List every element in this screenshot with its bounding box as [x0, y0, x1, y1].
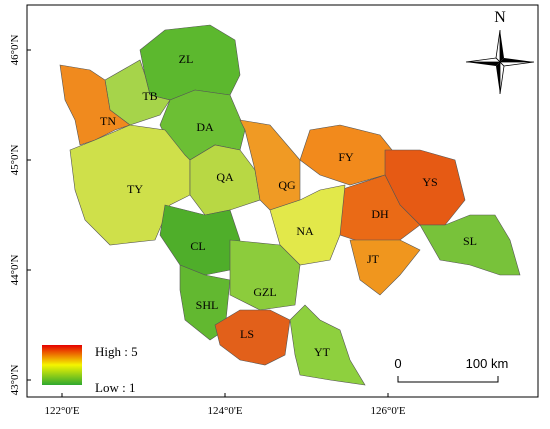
latitude-label: 44°0'N: [9, 255, 21, 286]
region-label: ZL: [179, 52, 194, 66]
scale-start: 0: [394, 356, 401, 371]
arrow-part: [500, 30, 504, 62]
longitude-label: 122°0'E: [44, 405, 79, 417]
longitude-label: 124°0'E: [207, 405, 242, 417]
region: [349, 239, 421, 296]
region: [419, 214, 521, 276]
region-label: TN: [100, 114, 116, 128]
region-label: LS: [240, 327, 254, 341]
region-label: TB: [142, 89, 157, 103]
latitude-label: 46°0'N: [9, 35, 21, 66]
longitude-label: 126°0'E: [370, 405, 405, 417]
north-arrow: N: [465, 9, 535, 95]
latitude-label: 45°0'N: [9, 145, 21, 176]
region-label: DA: [196, 120, 214, 134]
region-label: DH: [371, 207, 389, 221]
region-label: SL: [463, 234, 477, 248]
latitude-labels: 46°0'N 45°0'N 44°0'N 43°0'N: [9, 35, 31, 396]
region-label: QA: [216, 170, 234, 184]
legend: High : 5 Low : 1: [42, 344, 138, 395]
region-label: FY: [338, 150, 354, 164]
arrow-part: [496, 62, 500, 94]
regions: [59, 24, 521, 386]
region: [214, 309, 291, 366]
region-label: JT: [367, 252, 380, 266]
region: [289, 304, 366, 386]
north-label: N: [494, 9, 506, 26]
region: [339, 174, 421, 246]
region-label: CL: [190, 239, 205, 253]
legend-high: High : 5: [95, 344, 138, 359]
arrow-part: [500, 58, 534, 62]
region: [229, 239, 301, 311]
legend-ramp: [42, 345, 82, 385]
longitude-labels: 122°0'E 124°0'E 126°0'E: [44, 393, 406, 417]
region-label: NA: [296, 224, 314, 238]
scale-bar: 0 100 km: [394, 356, 509, 383]
arrow-part: [466, 62, 500, 66]
latitude-label: 43°0'N: [9, 365, 21, 396]
region-label: TY: [127, 182, 143, 196]
region-label: YS: [422, 175, 437, 189]
region-label: YT: [314, 345, 331, 359]
legend-low: Low : 1: [95, 380, 135, 395]
scale-line: [397, 376, 499, 383]
region-labels: ZL TB TN DA TY QA QG FY YS DH NA SL JT C…: [100, 52, 477, 359]
region-label: SHL: [196, 298, 219, 312]
region: [59, 64, 131, 146]
region-label: QG: [278, 178, 296, 192]
region-label: GZL: [253, 285, 276, 299]
scale-end: 100 km: [466, 356, 509, 371]
